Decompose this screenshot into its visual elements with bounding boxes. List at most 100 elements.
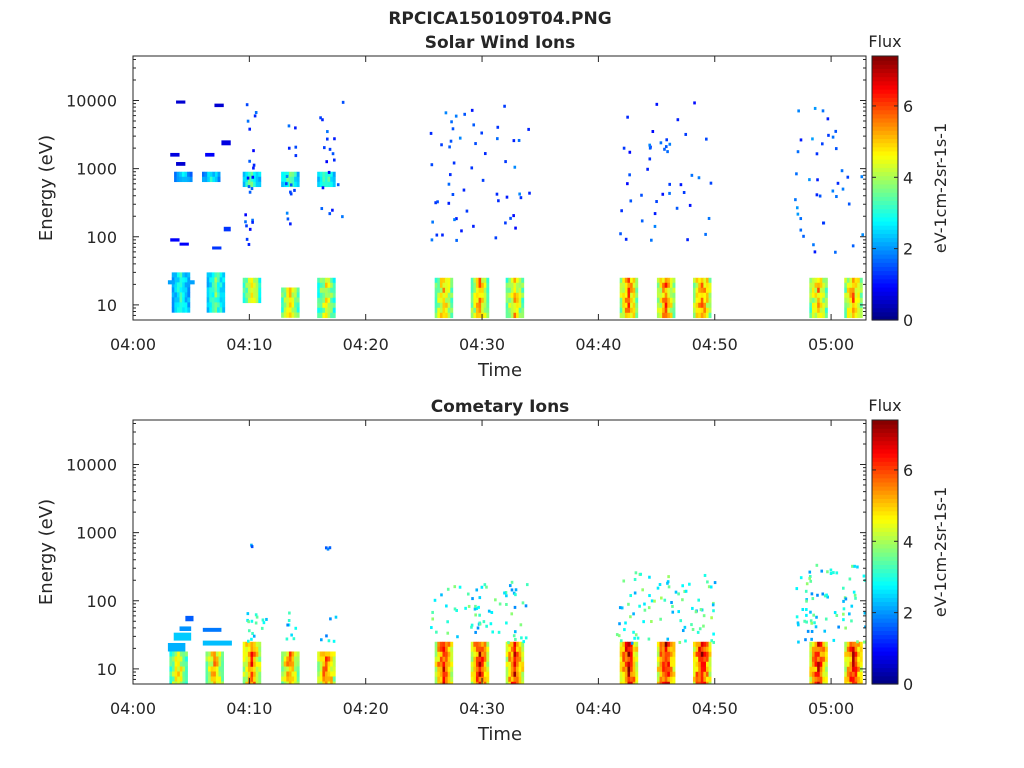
flux-cell (182, 307, 186, 313)
flux-cell (475, 641, 479, 648)
flux-cell (245, 641, 249, 648)
flux-cell (294, 287, 298, 293)
flux-cell (695, 292, 699, 299)
flux-speck (647, 606, 651, 610)
flux-cell (508, 641, 512, 648)
flux-speck (624, 237, 628, 241)
flux-cell (521, 277, 525, 284)
flux-speck (622, 579, 626, 583)
flux-cell (486, 277, 490, 284)
flux-cell (521, 287, 525, 294)
flux-cell (330, 287, 334, 294)
flux-speck (478, 621, 482, 625)
flux-cell (332, 307, 336, 314)
flux-cell (215, 676, 219, 682)
flux-cell (481, 277, 485, 284)
flux-speck (626, 182, 629, 186)
flux-speck (848, 612, 851, 616)
flux-cell (513, 681, 517, 684)
flux-cell (317, 651, 321, 657)
flux-speck (445, 604, 448, 608)
flux-cell (521, 312, 525, 319)
flux-cell (204, 176, 208, 183)
flux-cell (822, 282, 826, 289)
flux-cell (291, 656, 295, 662)
flux-cell (846, 297, 850, 304)
flux-cell (510, 307, 514, 314)
flux-cell (187, 272, 191, 278)
flux-speck (466, 592, 470, 596)
flux-cell (209, 282, 213, 288)
flux-cell (327, 312, 331, 319)
flux-cell (255, 671, 259, 678)
colorbar-segment (872, 229, 898, 234)
flux-cell (475, 292, 479, 299)
flux-cell (624, 661, 628, 668)
flux-cell (291, 681, 295, 684)
flux-cell (250, 646, 254, 653)
flux-speck (655, 102, 659, 106)
flux-cell (330, 671, 334, 677)
flux-cell (319, 277, 323, 284)
flux-speck (329, 617, 332, 621)
flux-speck (829, 572, 833, 576)
flux-speck (458, 136, 462, 140)
flux-cell (505, 661, 509, 668)
flux-speck (707, 585, 711, 589)
flux-cell (478, 302, 482, 309)
flux-speck (848, 577, 852, 581)
flux-cell (635, 641, 639, 648)
flux-cell (656, 661, 660, 668)
panel-title: Cometary Ions (431, 397, 570, 417)
flux-cell (332, 176, 336, 183)
colorbar-segment (872, 440, 898, 446)
flux-speck (827, 133, 830, 137)
flux-speck (671, 604, 674, 608)
flux-cell (286, 666, 290, 672)
flux-cell (245, 681, 249, 684)
flux-cell (814, 666, 818, 673)
flux-cell (624, 292, 628, 299)
flux-cell (624, 666, 628, 673)
flux-cell (286, 171, 290, 178)
flux-cell (437, 302, 441, 309)
flux-cell (486, 646, 490, 653)
flux-cell (510, 277, 514, 284)
flux-cell (635, 676, 639, 683)
flux-cell (852, 297, 855, 304)
flux-cell (819, 671, 823, 678)
flux-speck (262, 621, 266, 625)
flux-cell (508, 656, 512, 663)
flux-speck (803, 619, 806, 623)
flux-cell (521, 646, 525, 653)
flux-speck (808, 178, 811, 182)
flux-cell (319, 661, 323, 667)
flux-speck (665, 138, 669, 142)
flux-cell (824, 651, 828, 658)
flux-cell (294, 312, 298, 318)
colorbar-segment (872, 576, 898, 582)
flux-cell (698, 681, 702, 684)
flux-cell (210, 671, 214, 677)
flux-cell (632, 671, 636, 678)
flux-cell (859, 307, 863, 314)
flux-cell (852, 292, 855, 299)
flux-speck (691, 627, 695, 631)
flux-cell (442, 666, 446, 673)
flux-speck (677, 592, 680, 596)
flux-cell (218, 651, 222, 657)
flux-cell (437, 282, 441, 289)
flux-cell (172, 651, 175, 657)
flux-cell (703, 661, 707, 668)
flux-speck (294, 154, 298, 158)
flux-speck (522, 640, 526, 644)
flux-cell (169, 651, 173, 657)
colorbar-tick-label: 6 (903, 461, 913, 480)
flux-cell (212, 171, 216, 178)
flux-cell (291, 176, 295, 183)
flux-cell (434, 302, 438, 309)
flux-speck (659, 141, 663, 145)
flux-cell (692, 651, 696, 658)
flux-cell (809, 312, 813, 319)
flux-cell (442, 651, 446, 658)
